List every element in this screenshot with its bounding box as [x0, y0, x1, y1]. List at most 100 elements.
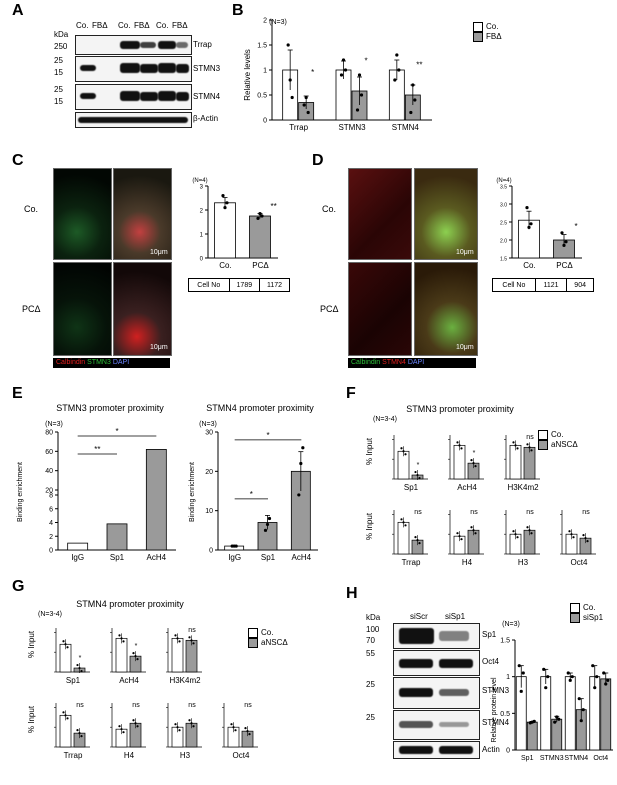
data-point — [544, 686, 548, 690]
data-point — [530, 532, 533, 535]
cell-value-d-pc: 904 — [566, 278, 594, 292]
subplot-label: AcH4 — [457, 483, 477, 492]
title-e-right: STMN4 promoter proximity — [206, 403, 314, 413]
cell-table-c: Cell No 1789 1172 — [188, 278, 290, 292]
data-point — [413, 98, 417, 102]
data-point — [604, 682, 608, 686]
subplot-label: H4 — [124, 751, 135, 760]
category-label: STMN4 — [564, 755, 588, 762]
data-point — [299, 461, 303, 466]
y-axis-label-b: Relative levels — [243, 49, 252, 101]
data-point — [136, 658, 139, 661]
y-axis-label-e-left: Binding enrichment — [17, 462, 24, 522]
blot-sp1 — [393, 623, 480, 649]
protein-trrap: Trrap — [193, 40, 212, 49]
data-point — [416, 539, 419, 542]
y-tick-label: 1.5 — [257, 43, 267, 50]
scale-d-top: 10μm — [456, 249, 474, 256]
y-tick-label: 1.5 — [500, 638, 510, 645]
category-label: Sp1 — [261, 553, 276, 562]
n-label-d: (N=4) — [496, 178, 511, 184]
row-label-d-co: Co. — [322, 204, 337, 214]
blot-actin-h — [393, 741, 480, 759]
title-f: STMN3 promoter proximity — [406, 404, 514, 414]
data-point — [528, 446, 531, 449]
category-label: PCΔ — [556, 261, 573, 270]
blot-stmn4-h — [393, 710, 480, 740]
significance-e-left-1: ** — [94, 445, 100, 454]
scale-c-top: 10μm — [150, 249, 168, 256]
data-point — [134, 722, 137, 725]
data-point — [526, 526, 529, 529]
chart-e-right: (N=3) Binding enrichment 0 10 20 30 IgG Sp1 AcH4… — [189, 421, 318, 562]
data-point — [260, 214, 264, 218]
bar — [453, 444, 466, 480]
data-point — [223, 206, 227, 210]
y-tick-label: 80 — [45, 430, 53, 437]
y-tick-label: 0.5 — [257, 93, 267, 100]
data-point — [256, 216, 260, 220]
data-point — [232, 726, 235, 729]
data-point — [136, 725, 139, 728]
y-tick-label: 0 — [506, 748, 510, 755]
data-point — [355, 108, 360, 112]
data-point — [516, 447, 519, 450]
panel-label-g: G — [12, 578, 25, 595]
protein-stmn3: STMN3 — [193, 64, 221, 73]
data-point — [525, 206, 529, 210]
data-point — [64, 643, 67, 646]
ns-label: ns — [188, 627, 196, 634]
data-point — [579, 719, 583, 723]
significance: * — [473, 450, 476, 457]
data-point — [456, 441, 459, 444]
legend-h-sisp1: siSp1 — [583, 613, 604, 623]
micrograph-d-co-stmn4 — [348, 168, 412, 260]
data-point — [404, 453, 407, 456]
n-label-b: (N=3) — [269, 19, 287, 26]
marker-55: 55 — [366, 649, 375, 658]
data-point — [560, 231, 564, 235]
data-point — [221, 194, 225, 198]
data-point — [553, 720, 557, 724]
micrograph-d-pc-merge — [414, 262, 478, 356]
n-label-e-right: (N=3) — [199, 421, 217, 428]
marker-70: 70 — [366, 636, 375, 645]
data-point — [472, 529, 475, 532]
bar — [106, 523, 128, 551]
micrograph-c-co-stmn3 — [53, 168, 112, 260]
data-point — [581, 708, 585, 712]
y-tick-label: 0 — [49, 548, 53, 555]
data-point — [568, 530, 571, 533]
data-point — [290, 95, 294, 100]
data-point — [248, 733, 251, 736]
category-label: IgG — [228, 553, 241, 562]
category-label: IgG — [71, 553, 84, 562]
legend-b: Co. FBΔ — [473, 22, 502, 42]
marker-15b: 15 — [54, 97, 63, 106]
chart-h: (N=3) Relative protein level 0 0.5 1 1.5 Sp1 ST… — [491, 621, 613, 762]
significance-e-right-2: * — [266, 431, 269, 440]
category-label: AcH4 — [147, 553, 167, 562]
significance: * — [417, 462, 420, 469]
data-point — [460, 538, 463, 541]
data-point — [306, 110, 310, 115]
subplot-label: Oct4 — [233, 751, 250, 760]
bar — [214, 202, 236, 259]
y-tick-label: 20 — [205, 469, 213, 476]
g-ylabel-0: % Input — [27, 630, 37, 659]
lane-label-a-4: Co. — [156, 21, 169, 30]
bar — [551, 718, 563, 751]
data-point — [528, 529, 531, 532]
data-point — [542, 667, 546, 671]
g-subplot-h3: ns H3 — [166, 702, 202, 760]
subplot-label: AcH4 — [119, 676, 139, 685]
f-ylabel-1: % Input — [365, 512, 375, 541]
data-point — [66, 646, 69, 649]
data-point — [357, 73, 362, 77]
data-point — [456, 532, 459, 535]
blot-stmn4 — [75, 84, 192, 110]
ns-label: ns — [526, 509, 534, 516]
data-point — [188, 636, 191, 639]
data-point — [566, 671, 570, 675]
category-label: Sp1 — [110, 553, 125, 562]
